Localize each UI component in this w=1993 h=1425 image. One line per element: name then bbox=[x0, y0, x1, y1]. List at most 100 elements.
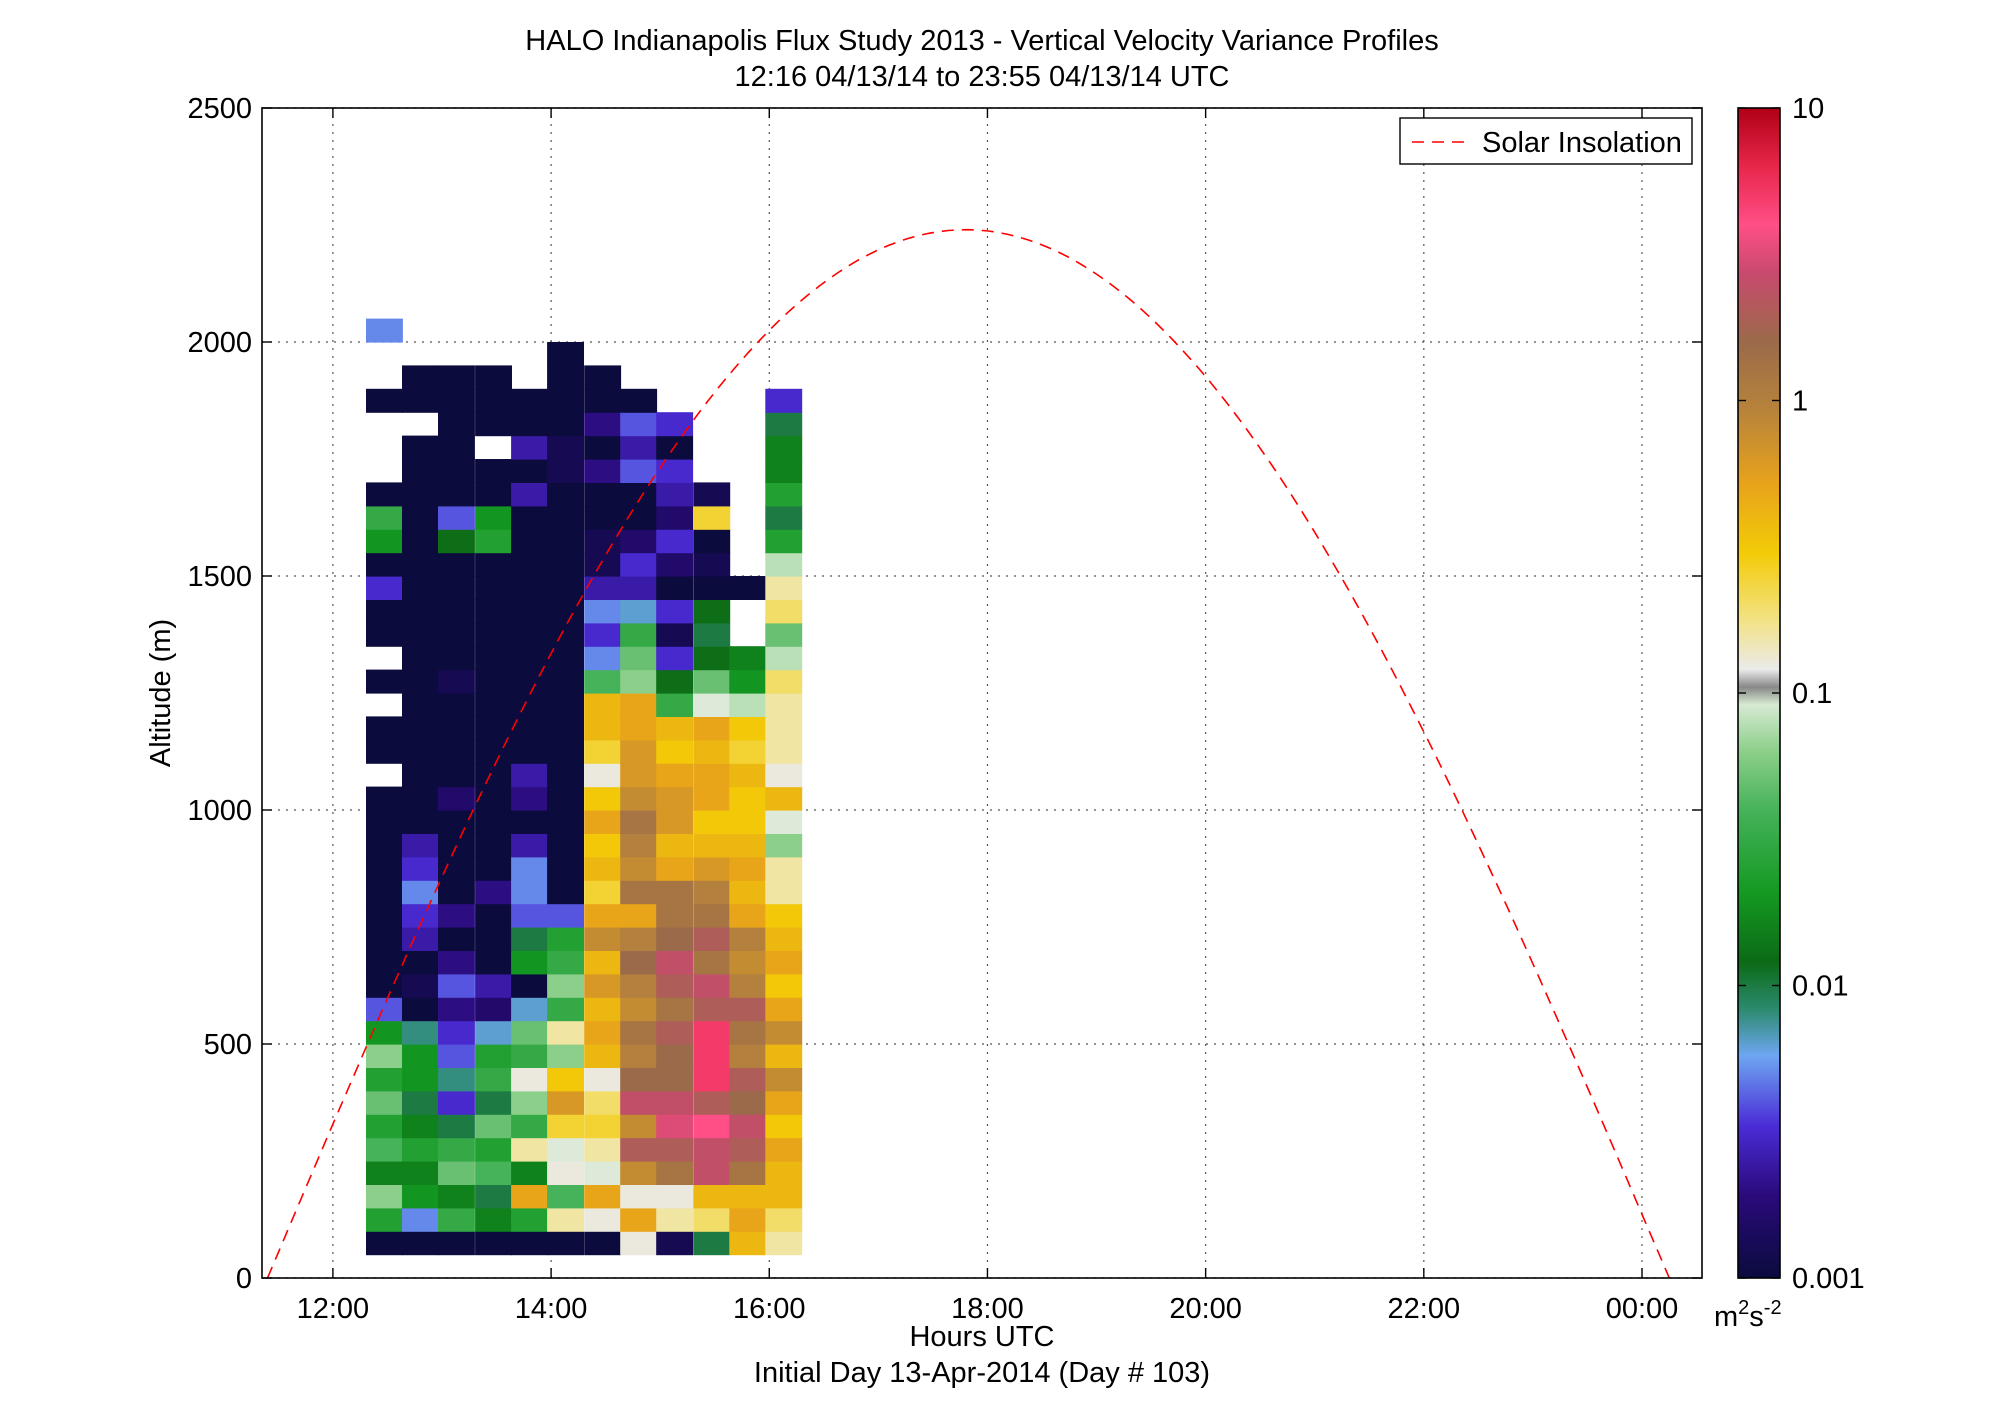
variance-cell bbox=[656, 646, 694, 671]
variance-cell bbox=[693, 1207, 731, 1232]
variance-cell bbox=[547, 1207, 584, 1232]
variance-cell bbox=[620, 810, 658, 834]
variance-cell bbox=[693, 529, 731, 554]
variance-cell bbox=[584, 412, 622, 437]
plot-frame bbox=[261, 107, 1703, 1279]
variance-cell bbox=[547, 786, 584, 811]
variance-cell bbox=[729, 1020, 767, 1045]
variance-cell bbox=[366, 1207, 403, 1232]
variance-cell bbox=[765, 786, 803, 811]
variance-cell bbox=[438, 459, 475, 483]
colorbar-ticks: 0.001 0.01 0.1 1 10 bbox=[1738, 93, 1865, 1295]
variance-cell bbox=[438, 1137, 475, 1162]
variance-cell bbox=[547, 552, 584, 577]
variance-cell bbox=[438, 412, 475, 437]
variance-cell bbox=[693, 786, 731, 811]
variance-cell bbox=[475, 1207, 512, 1232]
variance-cell bbox=[475, 599, 512, 624]
variance-cell bbox=[511, 552, 548, 577]
variance-cell bbox=[656, 693, 694, 717]
variance-cell bbox=[656, 412, 694, 437]
variance-cell bbox=[765, 903, 803, 928]
variance-cell bbox=[584, 950, 622, 975]
y-tick-label: 0 bbox=[236, 1263, 252, 1295]
variance-cell bbox=[584, 903, 622, 928]
variance-cell bbox=[620, 505, 658, 530]
variance-cell bbox=[402, 459, 439, 483]
variance-cell bbox=[765, 622, 803, 647]
variance-cell bbox=[656, 763, 694, 788]
variance-cell bbox=[438, 763, 475, 788]
variance-cell bbox=[402, 786, 439, 811]
variance-cell bbox=[366, 716, 403, 741]
variance-cell bbox=[511, 505, 548, 530]
variance-cell bbox=[765, 716, 803, 741]
variance-cell bbox=[402, 1207, 439, 1232]
variance-cell bbox=[584, 973, 622, 998]
variance-cell bbox=[402, 927, 439, 951]
variance-cell bbox=[620, 1137, 658, 1162]
solar-insolation-line bbox=[266, 228, 1671, 1278]
variance-cell bbox=[729, 1044, 767, 1068]
variance-cell bbox=[366, 576, 403, 600]
variance-cell bbox=[438, 669, 475, 694]
colorbar-tick-label: 0.001 bbox=[1792, 1263, 1865, 1295]
variance-cell bbox=[620, 529, 658, 554]
variance-cell bbox=[366, 880, 403, 905]
y-tick-label: 500 bbox=[204, 1029, 252, 1061]
variance-cell bbox=[547, 1020, 584, 1045]
variance-cell bbox=[729, 856, 767, 881]
variance-cell bbox=[584, 739, 622, 764]
legend: Solar Insolation bbox=[1399, 117, 1693, 165]
variance-cell bbox=[729, 576, 767, 600]
variance-cell bbox=[729, 1137, 767, 1162]
variance-cell bbox=[765, 950, 803, 975]
variance-cell bbox=[475, 1044, 512, 1068]
variance-cell bbox=[402, 599, 439, 624]
variance-cell bbox=[475, 950, 512, 975]
variance-cell bbox=[693, 1161, 731, 1185]
variance-cell bbox=[547, 739, 584, 764]
variance-cell bbox=[366, 1044, 403, 1068]
variance-cell bbox=[402, 1184, 439, 1209]
variance-cell bbox=[620, 1207, 658, 1232]
variance-cell bbox=[547, 693, 584, 717]
variance-cell bbox=[765, 927, 803, 951]
variance-cell bbox=[620, 856, 658, 881]
variance-cell bbox=[729, 1207, 767, 1232]
colorbar-tick-label: 1 bbox=[1792, 386, 1808, 418]
variance-cell bbox=[547, 833, 584, 858]
variance-cell bbox=[547, 927, 584, 951]
variance-cells bbox=[366, 318, 803, 1256]
variance-cell bbox=[511, 856, 548, 881]
variance-cell bbox=[475, 1067, 512, 1092]
variance-cell bbox=[584, 1184, 622, 1209]
x-axis-sublabel: Initial Day 13-Apr-2014 (Day # 103) bbox=[754, 1357, 1210, 1389]
variance-cell bbox=[584, 1114, 622, 1139]
variance-cell bbox=[547, 1184, 584, 1209]
variance-cell bbox=[693, 810, 731, 834]
variance-cell bbox=[656, 716, 694, 741]
variance-cell bbox=[475, 622, 512, 647]
variance-cell bbox=[765, 1067, 803, 1092]
variance-cell bbox=[475, 1090, 512, 1115]
variance-cell bbox=[620, 646, 658, 671]
variance-cell bbox=[366, 856, 403, 881]
variance-cell bbox=[656, 576, 694, 600]
variance-cell bbox=[620, 1067, 658, 1092]
variance-cell bbox=[765, 646, 803, 671]
variance-cell bbox=[729, 1184, 767, 1209]
variance-cell bbox=[584, 459, 622, 483]
variance-cell bbox=[620, 1020, 658, 1045]
variance-cell bbox=[475, 786, 512, 811]
variance-cell bbox=[584, 693, 622, 717]
variance-cell bbox=[511, 763, 548, 788]
variance-cell bbox=[475, 1184, 512, 1209]
colorbar-tick-label: 10 bbox=[1792, 93, 1824, 125]
variance-cell bbox=[366, 1020, 403, 1045]
variance-cell bbox=[729, 1161, 767, 1185]
x-tick-label: 14:00 bbox=[515, 1293, 588, 1325]
variance-cell bbox=[511, 529, 548, 554]
variance-cell bbox=[366, 622, 403, 647]
variance-cell bbox=[547, 388, 584, 413]
